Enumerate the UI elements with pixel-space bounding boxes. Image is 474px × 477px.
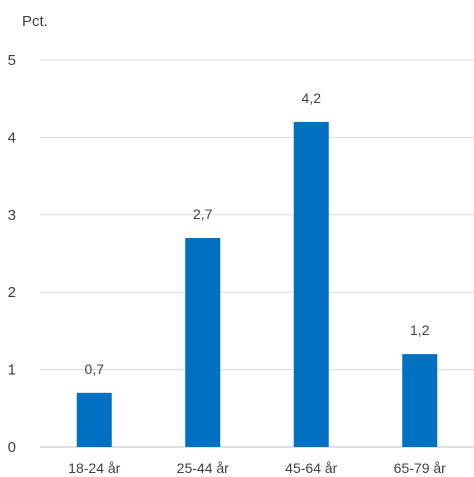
x-category-label: 45-64 år — [285, 460, 337, 476]
bar — [293, 121, 329, 448]
y-tick-label: 0 — [8, 439, 16, 456]
data-label: 2,7 — [193, 206, 213, 222]
y-axis-unit-label: Pct. — [22, 13, 48, 30]
y-tick-label: 2 — [8, 284, 16, 301]
data-label: 4,2 — [302, 90, 322, 106]
y-tick-label: 5 — [8, 52, 16, 69]
y-tick-label: 1 — [8, 362, 16, 379]
gridlines — [40, 59, 474, 448]
data-label: 0,7 — [85, 361, 105, 377]
data-labels: 0,7 2,7 4,2 1,2 — [85, 90, 430, 377]
y-axis-ticks: 0 1 2 3 4 5 — [8, 52, 16, 456]
x-axis-labels: 18-24 år 25-44 år 45-64 år 65-79 år — [68, 460, 446, 476]
bar — [185, 238, 221, 447]
bar — [402, 354, 438, 447]
bars — [76, 121, 438, 448]
x-category-label: 25-44 år — [177, 460, 229, 476]
x-category-label: 18-24 år — [68, 460, 120, 476]
y-tick-label: 3 — [8, 207, 16, 224]
data-label: 1,2 — [410, 322, 430, 338]
x-category-label: 65-79 år — [394, 460, 446, 476]
bar — [76, 392, 112, 447]
y-tick-label: 4 — [8, 129, 16, 146]
